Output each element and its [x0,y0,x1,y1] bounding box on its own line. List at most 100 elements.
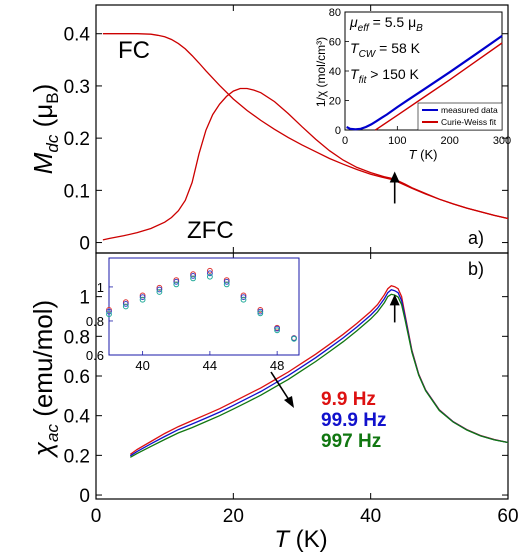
inset-b-ticks: 40 44 48 0.6 0.8 1 [86,280,284,373]
mu-value: = 5.5 μ [369,14,416,30]
panel-b-ytick-label: 0.8 [64,327,90,348]
inset-a-ylabel: 1/χ (mol/cm³) [314,37,328,107]
tfit-main: T [350,66,360,82]
panel-b-label: b) [468,259,484,279]
zfc-annotation: ZFC [187,217,234,244]
tcw-value: = 58 K [375,40,420,56]
arrow-head [389,171,400,183]
inset-b-point [122,301,129,307]
param-t-cw: TCW = 58 K [350,40,421,60]
ylabel-dc: dc [43,134,62,152]
inset-b-point [274,327,281,334]
inset-a-xtick-label: 0 [342,135,348,147]
zfc-curve [102,87,509,241]
panel-a-ylabel: Mdc (μB) [28,84,62,175]
legend-freq-3: 997 Hz [321,431,381,452]
inset-a-ytick-label: 20 [329,96,341,108]
inset-b-point [240,294,247,301]
inset-b-point [190,275,197,282]
param-mu-eff: μeff = 5.5 μB [349,14,423,34]
inset-b-point [223,281,230,288]
inset-b-ytick-label: 0.6 [86,348,104,363]
inset-a-legend [417,102,503,131]
inset-b-point [257,308,264,315]
inset-b-point [207,273,213,280]
inset-b-point [106,311,112,318]
panel-b-ylabel: χac (emu/mol) [28,300,62,458]
panel-a-ytick-label: 0.4 [64,25,91,46]
panel-a-label: a) [468,228,484,248]
panel-b-ytick-label: 1 [79,288,90,309]
inset-b-point [156,289,163,295]
panel-b-ytick-label: 0.2 [64,446,90,467]
inset-b-point [156,286,163,293]
panel-a-y-ticks: 0 0.1 0.2 0.3 0.4 [64,5,509,255]
panel-b-ytick-label: 0 [79,486,90,507]
inset-b-point [190,273,197,279]
inset-b-frame [108,257,300,356]
inset-b-point [240,296,247,303]
inset-b-point [122,299,129,306]
ylabel-unit-close: ) [28,84,58,93]
param-t-fit: Tfit > 150 K [350,66,420,86]
inset-a-xtick-label: 300 [493,135,511,147]
ylabel-m: M [28,152,58,174]
tcw-main: T [350,40,360,56]
inset-a-xlabel-unit: (K) [417,147,438,162]
legend-freq-2: 99.9 Hz [321,410,386,431]
tfit-sub: fit [359,75,368,86]
ylabel-emu: (emu/mol) [28,300,58,424]
ylabel-ac: ac [43,424,62,442]
xlabel-t: T [274,526,291,553]
inset-b-xtick-label: 40 [135,358,149,373]
inset-a-ytick-label: 80 [329,7,341,19]
legend-fit-label: Curie-Weiss fit [441,117,497,127]
measured-data-curve [346,34,503,131]
inset-b-ytick-label: 1 [97,280,104,295]
panel-b-xtick-label: 20 [223,506,244,527]
inset-a-ytick-label: 40 [329,66,341,78]
tfit-value: > 150 K [366,66,419,82]
inset-b-xtick-label: 44 [203,358,217,373]
panel-b-xtick-label: 0 [91,506,102,527]
panel-b-ytick-label: 0.6 [64,367,90,388]
inset-a-xtick-label: 200 [440,135,458,147]
mu-value-sub: B [416,23,423,34]
inset-b-point [106,308,112,315]
panel-b-ticks: 00.20.40.60.810 20 40 60 [64,253,519,527]
inset-b-point [274,325,281,332]
fc-annotation: FC [118,37,150,64]
mu-main: μ [349,14,358,30]
panel-a: 00.10.20.30.4 FC ZFC a) Mdc (μB) 0 100 200… [28,4,511,255]
inset-b-point [139,296,146,303]
inset-b-point [156,284,163,291]
transition-arrow-b [389,294,400,323]
panel-a-curves [102,33,509,241]
inset-b-point [257,307,264,313]
panel-b-xtick-label: 40 [360,506,381,527]
chi-curve-997hz [129,293,509,458]
inset-a-ytick-label: 0 [335,125,341,137]
inset-b-point [223,277,230,284]
inset-b-point [173,278,180,285]
frequency-shift-arrow [270,371,294,408]
inset-a-xlabel-t: T [409,147,418,162]
panel-a-ytick-label: 0 [79,234,90,255]
inset-b-xtick-label: 48 [270,358,284,373]
ylabel-unit-open: (μ [28,104,58,135]
inset-b-point [207,267,213,274]
inset-b-point [122,303,129,310]
inset-b-point [190,271,197,278]
inset-a-curves [346,34,503,131]
inset-b-point [207,270,213,277]
panel-a-ytick-label: 0.2 [64,129,90,150]
inset-a-ytick-label: 60 [329,37,341,49]
panel-a-ytick-label: 0.3 [64,77,90,98]
inset-b-point [223,278,230,285]
tcw-sub: CW [359,49,377,60]
panel-b-curves [129,284,509,458]
panel-b-inset: 40 44 48 0.6 0.8 1 [86,257,300,373]
legend-measured-label: measured data [441,105,498,115]
